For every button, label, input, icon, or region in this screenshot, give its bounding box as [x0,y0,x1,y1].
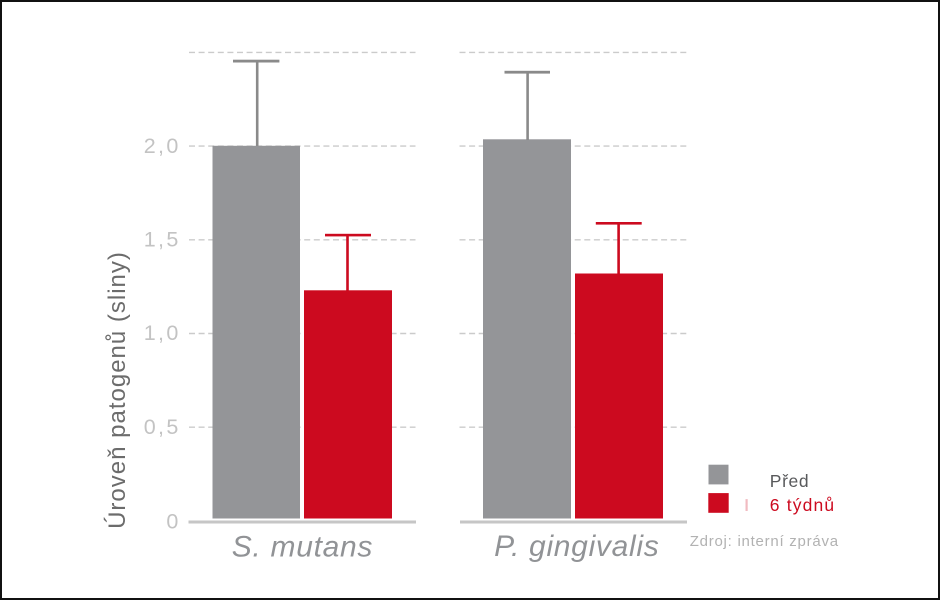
svg-text:6 týdnů: 6 týdnů [770,495,835,515]
svg-text:0,5: 0,5 [144,415,181,439]
svg-text:P. gingivalis: P. gingivalis [494,530,659,563]
svg-text:Zdroj: interní zpráva: Zdroj: interní zpráva [690,533,839,550]
svg-text:1,0: 1,0 [144,321,181,345]
svg-text:0: 0 [166,509,180,533]
svg-text:S. mutans: S. mutans [232,531,373,564]
svg-text:Úroveň patogenů (sliny): Úroveň patogenů (sliny) [104,251,131,529]
svg-text:Před: Před [770,471,809,491]
svg-text:1,5: 1,5 [144,228,181,252]
svg-text:2,0: 2,0 [144,134,181,158]
